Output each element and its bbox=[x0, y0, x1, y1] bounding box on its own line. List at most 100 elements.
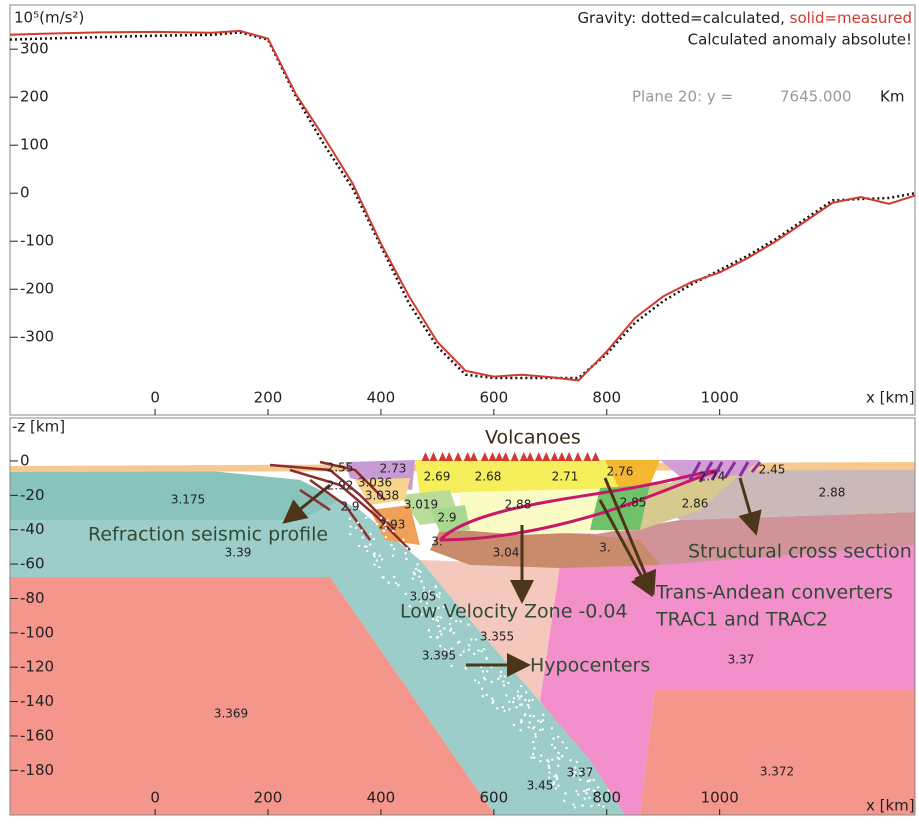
hypocenter bbox=[348, 517, 352, 521]
body bbox=[415, 460, 640, 495]
hypocenter bbox=[474, 638, 478, 641]
hypocenter bbox=[558, 757, 561, 761]
hypocenter bbox=[481, 694, 485, 698]
y-tick-label: 200 bbox=[20, 88, 49, 106]
hypocenter bbox=[444, 650, 448, 653]
hypocenter bbox=[437, 606, 440, 610]
x-axis-label: x [km] bbox=[866, 797, 915, 815]
hypocenter bbox=[450, 664, 453, 668]
hypocenter bbox=[467, 644, 471, 647]
hypocenter bbox=[393, 575, 396, 579]
hypocenter bbox=[573, 806, 577, 809]
hypocenter bbox=[423, 606, 427, 609]
hypocenters bbox=[348, 516, 610, 809]
volcano bbox=[421, 452, 430, 461]
hypocenter bbox=[502, 684, 506, 687]
hypocenter bbox=[526, 703, 530, 707]
hypocenter bbox=[554, 787, 558, 790]
note: Calculated anomaly absolute! bbox=[688, 31, 912, 49]
x-tick-label: 200 bbox=[254, 789, 283, 807]
y-tick-label: -100 bbox=[20, 623, 54, 641]
hypocenter bbox=[438, 595, 441, 599]
hypocenter bbox=[569, 759, 572, 762]
hypocenter bbox=[587, 787, 591, 791]
y-tick-label: -140 bbox=[20, 692, 54, 710]
hypocenter bbox=[596, 786, 600, 789]
hypocenter bbox=[541, 719, 545, 722]
hypocenter bbox=[572, 774, 576, 777]
volcano bbox=[573, 452, 582, 461]
hypocenter bbox=[477, 649, 480, 652]
arrow bbox=[738, 477, 762, 536]
hypocenter bbox=[458, 640, 461, 643]
hypocenter bbox=[384, 523, 387, 527]
density-label: 2.76 bbox=[607, 465, 634, 479]
x-tick-label: 400 bbox=[367, 389, 396, 407]
hypocenter bbox=[354, 526, 358, 530]
cross-section bbox=[9, 417, 916, 816]
density-label: 3.45 bbox=[527, 779, 554, 793]
body bbox=[540, 545, 915, 815]
hypocenter bbox=[391, 554, 395, 557]
hypocenter bbox=[365, 516, 368, 519]
gravity-line bbox=[9, 31, 916, 380]
plane-value: 7645.000 bbox=[780, 88, 852, 106]
annotation: Structural cross section bbox=[688, 541, 912, 563]
volcano bbox=[480, 452, 489, 461]
hypocenter bbox=[524, 698, 527, 702]
hypocenter bbox=[547, 764, 550, 767]
hypocenter bbox=[435, 594, 439, 597]
hypocenter bbox=[520, 695, 523, 698]
hypocenter bbox=[404, 592, 408, 596]
y-tick-label: 0 bbox=[20, 451, 30, 469]
hypocenter bbox=[550, 727, 554, 730]
hypocenter bbox=[485, 670, 489, 673]
volcano bbox=[438, 452, 447, 461]
volcano bbox=[534, 452, 543, 461]
section-frame bbox=[9, 417, 916, 816]
hypocenter bbox=[556, 756, 559, 760]
volcano bbox=[583, 452, 592, 461]
density-label: 3.036 bbox=[358, 476, 392, 490]
hypocenter bbox=[551, 758, 554, 761]
y-tick-label: -180 bbox=[20, 761, 54, 779]
density-label: 2.85 bbox=[620, 496, 647, 510]
hypocenter bbox=[547, 766, 551, 770]
density-label: 2.88 bbox=[819, 486, 846, 500]
hypocenter bbox=[366, 549, 369, 553]
hypocenter bbox=[598, 794, 602, 798]
x-tick-label: 200 bbox=[254, 389, 283, 407]
x-tick-label: 0 bbox=[150, 789, 160, 807]
hypocenter bbox=[467, 648, 471, 651]
hypocenter bbox=[573, 771, 577, 774]
hypocenter bbox=[607, 789, 610, 792]
hypocenter bbox=[580, 766, 583, 770]
volcano bbox=[591, 452, 600, 461]
hypocenter bbox=[508, 700, 511, 703]
hypocenter bbox=[379, 516, 383, 520]
hypocenter bbox=[531, 753, 535, 756]
hypocenter bbox=[520, 720, 523, 723]
hypocenter bbox=[420, 613, 423, 616]
hypocenter bbox=[503, 709, 506, 713]
hypocenter bbox=[531, 698, 534, 702]
volcano bbox=[463, 452, 472, 461]
hypocenter bbox=[551, 783, 555, 786]
hypocenter bbox=[419, 570, 422, 574]
hypocenter bbox=[577, 793, 580, 796]
volcano bbox=[526, 452, 535, 461]
hypocenter bbox=[555, 774, 558, 777]
hypocenter bbox=[422, 590, 426, 593]
volcano bbox=[557, 452, 566, 461]
hypocenter bbox=[527, 706, 531, 709]
annotation: Refraction seismic profile bbox=[88, 524, 328, 546]
hypocenter bbox=[387, 581, 390, 584]
body bbox=[590, 512, 915, 565]
hypocenter bbox=[477, 681, 481, 684]
hypocenter bbox=[373, 563, 376, 566]
annotation: Low Velocity Zone -0.04 bbox=[400, 601, 628, 623]
annotation: Trans-Andean converters bbox=[655, 582, 893, 604]
hypocenter bbox=[533, 756, 536, 759]
density-label: 2.69 bbox=[424, 470, 451, 484]
